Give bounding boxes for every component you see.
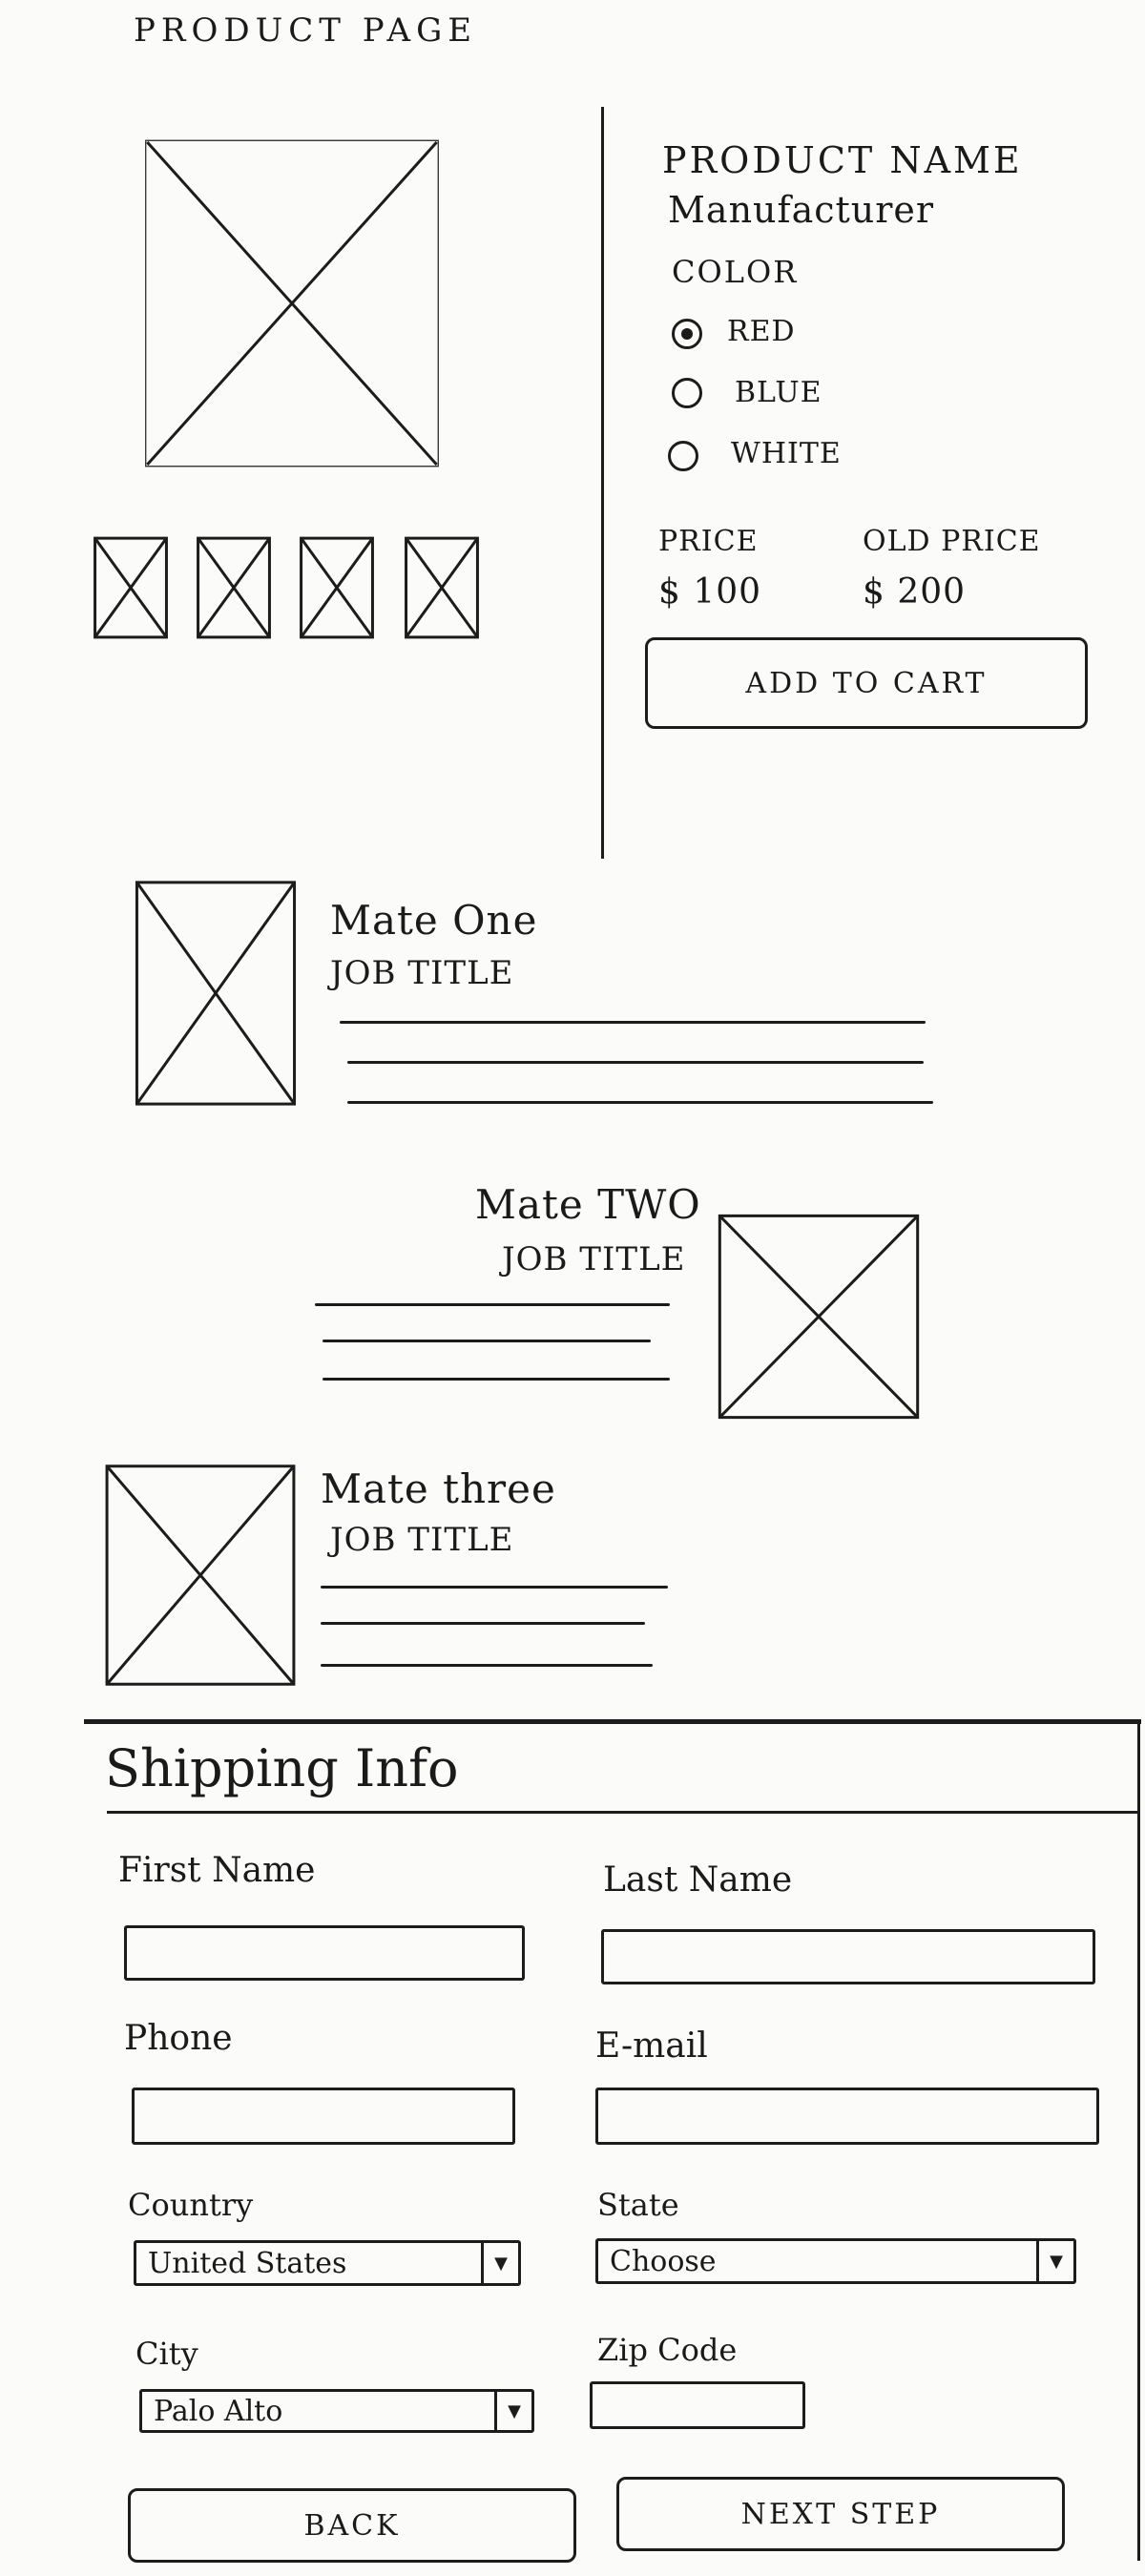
bio-text-line xyxy=(321,1622,645,1625)
phone-label: Phone xyxy=(124,2019,233,2058)
bio-text-line xyxy=(323,1378,670,1381)
team-member-name: Mate TWO xyxy=(475,1181,701,1228)
thumbnail-image[interactable] xyxy=(300,536,374,639)
state-select-value: Choose xyxy=(610,2244,717,2278)
team-member-job-title: JOB TITLE xyxy=(330,1521,514,1559)
zip-code-input[interactable] xyxy=(590,2381,805,2429)
zip-code-label: Zip Code xyxy=(597,2332,738,2368)
country-select-value: United States xyxy=(148,2246,347,2280)
product-name: PRODUCT NAME xyxy=(662,139,1023,181)
color-option-label: RED xyxy=(727,315,796,348)
bio-text-line xyxy=(323,1340,651,1342)
country-label: Country xyxy=(128,2187,254,2223)
product-image-placeholder xyxy=(141,135,443,471)
bio-text-line xyxy=(315,1303,670,1306)
first-name-input[interactable] xyxy=(124,1925,525,1981)
last-name-input[interactable] xyxy=(601,1929,1095,1984)
team-section: Mate One JOB TITLE Mate TWO JOB TITLE Ma… xyxy=(0,859,1145,1717)
column-divider xyxy=(601,107,604,859)
team-member-photo xyxy=(134,878,298,1109)
thumbnail-image[interactable] xyxy=(197,536,271,639)
title-underline xyxy=(107,1811,1139,1814)
page-title: PRODUCT PAGE xyxy=(134,11,478,50)
price-value: $ 100 xyxy=(658,572,762,612)
chevron-down-icon[interactable]: ▼ xyxy=(481,2243,518,2283)
team-member-photo xyxy=(103,1462,298,1689)
city-select[interactable]: Palo Alto ▼ xyxy=(139,2389,534,2433)
color-option-label: BLUE xyxy=(735,376,822,409)
email-input[interactable] xyxy=(595,2088,1099,2145)
first-name-label: First Name xyxy=(118,1851,316,1890)
city-label: City xyxy=(135,2336,198,2372)
chevron-down-icon[interactable]: ▼ xyxy=(1036,2241,1073,2281)
bio-text-line xyxy=(347,1061,924,1064)
old-price-label: OLD PRICE xyxy=(863,525,1041,558)
bio-text-line xyxy=(340,1021,926,1024)
phone-input[interactable] xyxy=(132,2088,515,2145)
bio-text-line xyxy=(321,1586,668,1589)
product-section: PRODUCT PAGE PRODUCT NAME Manufacturer C… xyxy=(0,0,1145,859)
color-radio-white[interactable] xyxy=(668,441,698,471)
manufacturer: Manufacturer xyxy=(668,189,935,231)
thumbnail-image[interactable] xyxy=(405,536,479,639)
team-member-name: Mate One xyxy=(330,897,538,944)
team-member-name: Mate three xyxy=(321,1465,556,1512)
bio-text-line xyxy=(321,1664,653,1667)
form-right-border xyxy=(1137,1721,1140,2561)
price-label: PRICE xyxy=(658,525,759,558)
state-label: State xyxy=(597,2187,679,2223)
color-radio-red[interactable] xyxy=(672,319,702,349)
back-button[interactable]: BACK xyxy=(128,2488,576,2563)
add-to-cart-button[interactable]: ADD TO CART xyxy=(645,637,1088,729)
form-title: Shipping Info xyxy=(105,1738,459,1798)
team-member-job-title: JOB TITLE xyxy=(502,1240,686,1278)
shipping-form: Shipping Info First Name Last Name Phone… xyxy=(0,1717,1145,2576)
color-label: COLOR xyxy=(672,254,799,290)
old-price-value: $ 200 xyxy=(863,572,967,612)
chevron-down-icon[interactable]: ▼ xyxy=(494,2392,531,2430)
country-select[interactable]: United States ▼ xyxy=(134,2240,521,2286)
thumbnail-image[interactable] xyxy=(94,536,168,639)
team-member-job-title: JOB TITLE xyxy=(330,954,514,992)
bio-text-line xyxy=(347,1101,933,1104)
color-option-label: WHITE xyxy=(731,437,842,470)
form-top-border xyxy=(84,1719,1141,1724)
email-label: E-mail xyxy=(595,2026,708,2066)
city-select-value: Palo Alto xyxy=(154,2394,283,2428)
color-radio-blue[interactable] xyxy=(672,378,702,408)
last-name-label: Last Name xyxy=(603,1860,793,1900)
team-member-photo xyxy=(716,1212,922,1422)
next-step-button[interactable]: NEXT STEP xyxy=(616,2477,1065,2551)
state-select[interactable]: Choose ▼ xyxy=(595,2238,1076,2284)
